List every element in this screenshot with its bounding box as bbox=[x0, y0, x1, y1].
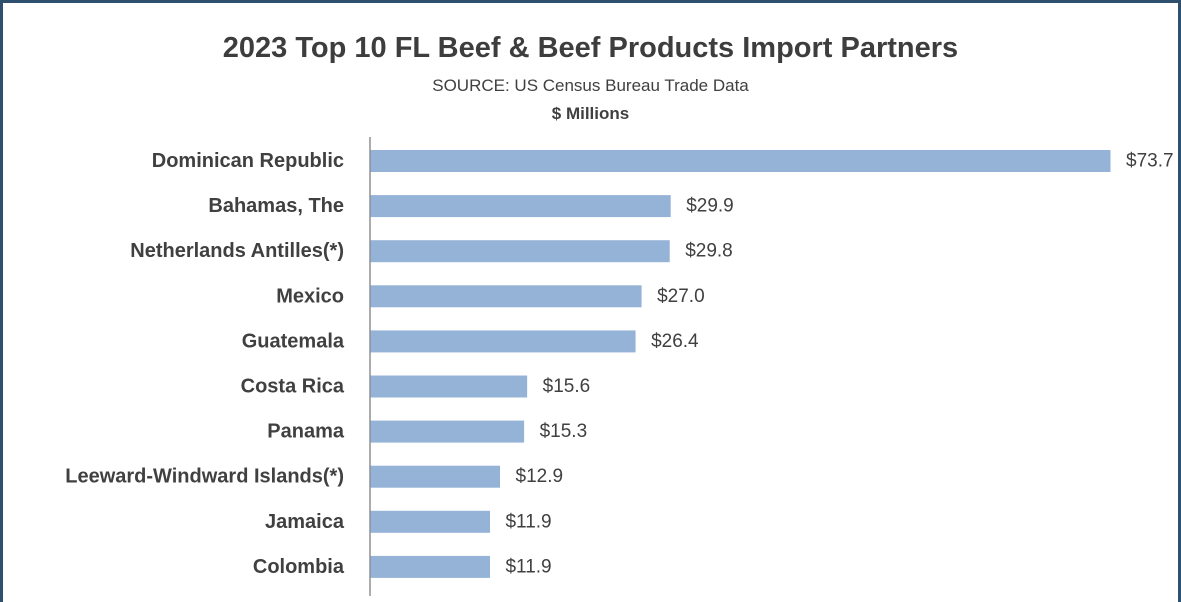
data-label: $11.9 bbox=[505, 511, 551, 532]
category-label: Jamaica bbox=[265, 511, 345, 533]
bar bbox=[370, 285, 642, 308]
category-label: Costa Rica bbox=[241, 376, 345, 398]
category-label: Mexico bbox=[276, 285, 344, 307]
category-label: Colombia bbox=[253, 556, 345, 578]
data-label: $29.8 bbox=[685, 241, 733, 262]
data-label: $73.7 bbox=[1126, 151, 1174, 172]
bar bbox=[370, 240, 670, 263]
data-label: $11.9 bbox=[505, 556, 551, 577]
category-label: Netherlands Antilles(*) bbox=[130, 240, 344, 262]
category-label: Bahamas, The bbox=[208, 195, 344, 217]
data-label: $15.6 bbox=[543, 376, 591, 397]
bar bbox=[370, 510, 490, 533]
bar bbox=[370, 420, 525, 443]
data-label: $29.9 bbox=[686, 196, 734, 217]
bar bbox=[370, 150, 1111, 172]
chart-subtitle: SOURCE: US Census Bureau Trade Data bbox=[432, 76, 749, 95]
category-label: Panama bbox=[267, 421, 345, 443]
bar bbox=[370, 555, 490, 578]
data-label: $26.4 bbox=[651, 331, 699, 352]
bar bbox=[370, 195, 671, 218]
category-label: Dominican Republic bbox=[152, 150, 344, 172]
data-label: $15.3 bbox=[540, 421, 588, 442]
data-label: $27.0 bbox=[657, 286, 705, 307]
bar bbox=[370, 465, 501, 488]
data-label: $12.9 bbox=[516, 466, 564, 487]
chart-title: 2023 Top 10 FL Beef & Beef Products Impo… bbox=[222, 32, 959, 64]
bar bbox=[370, 330, 636, 353]
chart-unit-label: $ Millions bbox=[551, 104, 630, 123]
category-label: Leeward-Windward Islands(*) bbox=[65, 466, 344, 488]
bar bbox=[370, 375, 528, 398]
category-label: Guatemala bbox=[242, 330, 345, 352]
